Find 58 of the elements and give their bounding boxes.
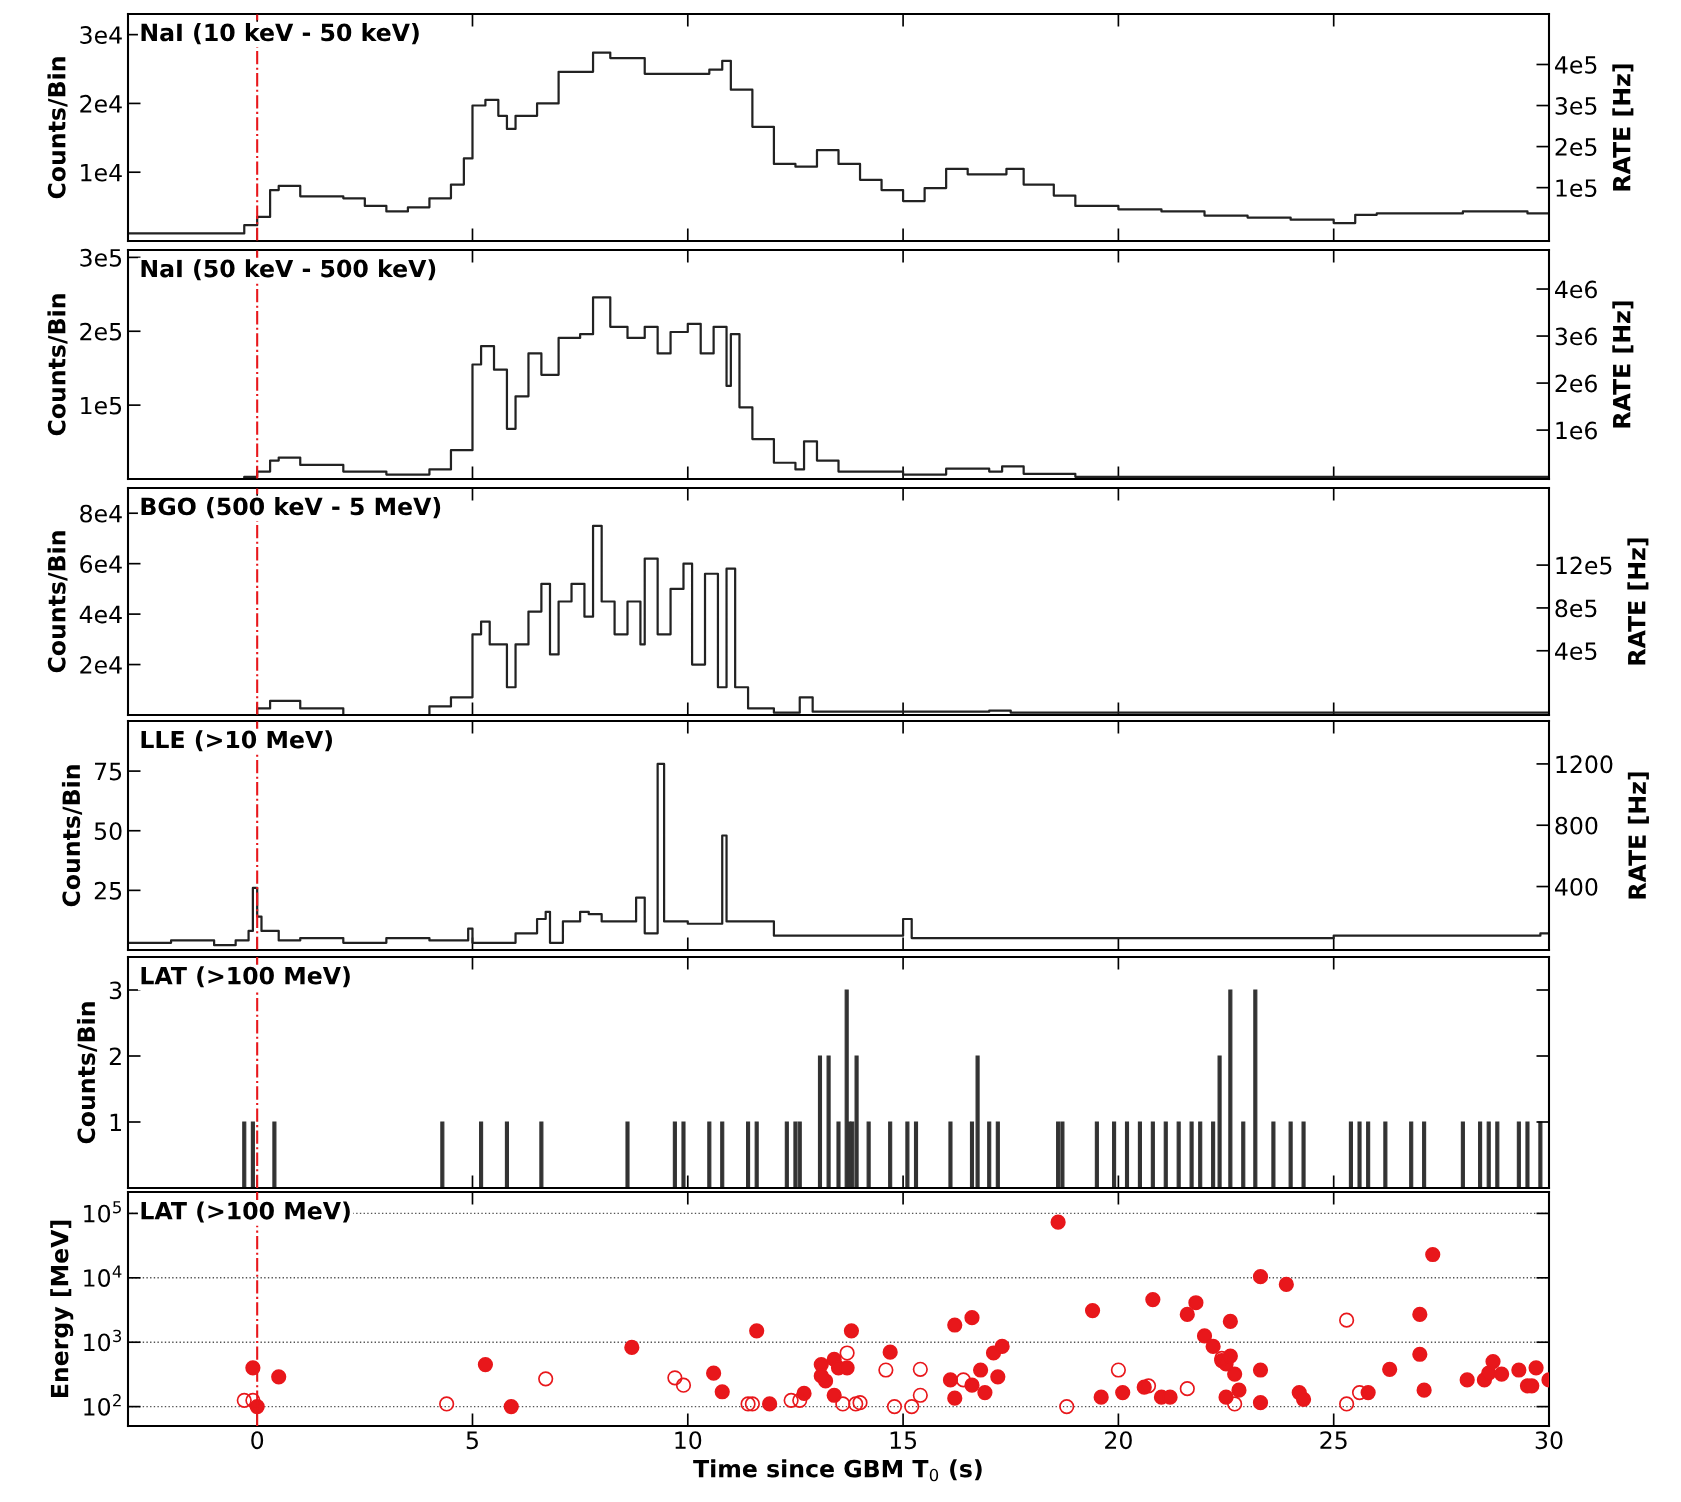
y-tick-label: 3e4	[80, 26, 122, 44]
y-tick-label: 3	[109, 981, 122, 1000]
x-tick-label: 20	[1105, 1431, 1132, 1450]
chart-title: NaI (50 keV - 500 keV)	[141, 259, 436, 281]
x-axis-title: Time since GBM T$_{0}$ (s)	[693, 1459, 982, 1482]
y-tick-label: 75	[95, 762, 122, 781]
x-tick-label: 30	[1535, 1431, 1563, 1450]
y2-tick-label: 400	[1555, 877, 1598, 896]
y2-tick-label: 800	[1555, 816, 1598, 835]
y2-axis-title: RATE [Hz]	[1627, 772, 1649, 899]
y2-tick-label: 1200	[1556, 755, 1613, 774]
y2-tick-label: 4e5	[1555, 56, 1597, 74]
y-tick-label: 8e4	[80, 504, 122, 523]
y2-tick-label: 1e5	[1556, 179, 1597, 197]
y2-tick-label: 2e5	[1555, 138, 1597, 156]
x-tick-label: 25	[1320, 1431, 1347, 1450]
x-tick-label: 5	[466, 1431, 478, 1450]
y-tick-label: 2e4	[80, 656, 122, 674]
y2-tick-label: 4e5	[1555, 642, 1597, 661]
y-axis-title: Energy [MeV]	[50, 1220, 74, 1398]
x-tick-label: 10	[675, 1431, 702, 1450]
chart-title: BGO (500 keV - 5 MeV)	[141, 497, 441, 519]
x-tick-label: 15	[890, 1431, 917, 1450]
y-axis-title: Counts/Bin	[47, 57, 68, 199]
y2-tick-label: 8e5	[1555, 599, 1597, 618]
y-tick-label: 10$^{2}$	[84, 1394, 121, 1416]
y-tick-label: 25	[94, 881, 122, 900]
y-tick-label: 2	[109, 1047, 121, 1065]
y-tick-label: 10$^{3}$	[84, 1329, 122, 1352]
chart-title: NaI (10 keV - 50 keV)	[141, 23, 419, 45]
y-axis-title: Counts/Bin	[61, 765, 83, 907]
x-tick-label: 0	[251, 1431, 264, 1450]
y-tick-label: 1e4	[81, 163, 122, 182]
y2-tick-label: 4e6	[1555, 280, 1597, 299]
y-tick-label: 10$^{5}$	[84, 1201, 121, 1223]
y-tick-label: 4e4	[79, 605, 122, 624]
y2-axis-title: RATE [Hz]	[1627, 538, 1649, 665]
y2-tick-label: 3e5	[1555, 96, 1597, 115]
y-axis-title: Counts/Bin	[47, 531, 68, 673]
chart-title: LAT (>100 MeV)	[141, 966, 350, 988]
y2-axis-title: RATE [Hz]	[1612, 301, 1634, 428]
y2-tick-label: 1e6	[1556, 421, 1597, 440]
y-tick-label: 6e4	[80, 555, 122, 573]
chart-title: LLE (>10 MeV)	[141, 730, 332, 752]
y2-axis-title: RATE [Hz]	[1612, 64, 1634, 191]
y-tick-label: 50	[94, 822, 122, 841]
y-tick-label: 3e5	[80, 248, 122, 267]
y-axis-title: Counts/Bin	[76, 1002, 98, 1144]
y-tick-label: 2e5	[80, 322, 122, 341]
y-axis-title: Counts/Bin	[47, 294, 68, 436]
y-tick-label: 1	[110, 1113, 121, 1131]
chart-title: LAT (>100 MeV)	[141, 1201, 350, 1223]
y-tick-label: 1e5	[81, 396, 122, 415]
y2-tick-label: 3e6	[1555, 327, 1597, 346]
y-tick-label: 10$^{4}$	[84, 1265, 122, 1287]
y2-tick-label: 12e5	[1556, 556, 1612, 575]
y-tick-label: 2e4	[80, 94, 122, 113]
y2-tick-label: 2e6	[1555, 374, 1597, 393]
